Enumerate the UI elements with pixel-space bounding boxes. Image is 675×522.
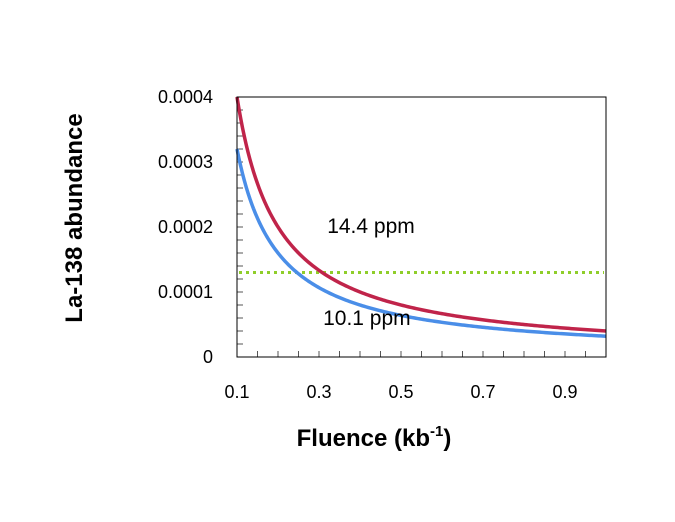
y-tick-label: 0.0002 — [158, 217, 213, 237]
annotations: 14.4 ppm 10.1 ppm — [323, 215, 415, 330]
series-layer — [235, 96, 607, 338]
y-tick-label: 0 — [203, 347, 213, 367]
series-annotation: 14.4 ppm — [327, 215, 415, 238]
x-axis-title-sup: -1 — [430, 423, 443, 440]
series-line-2 — [235, 148, 607, 338]
series-line-1 — [235, 96, 607, 333]
plot-frame — [236, 96, 607, 358]
x-tick-labels: 0.1 0.3 0.5 0.7 0.9 — [224, 382, 577, 402]
x-axis-title: Fluence (kb-1) — [297, 423, 452, 452]
x-tick-label: 0.1 — [224, 382, 249, 402]
x-tick-label: 0.9 — [552, 382, 577, 402]
x-axis-title-tail: ) — [443, 425, 451, 452]
minor-ticks — [237, 109, 586, 357]
y-tick-labels: 0 0.0001 0.0002 0.0003 0.0004 — [158, 87, 213, 367]
x-tick-label: 0.3 — [306, 382, 331, 402]
series-annotation: 10.1 ppm — [323, 307, 411, 330]
y-axis-title: La-138 abundance — [61, 113, 88, 322]
x-tick-label: 0.5 — [388, 382, 413, 402]
y-tick-label: 0.0004 — [158, 87, 213, 107]
y-tick-label: 0.0003 — [158, 152, 213, 172]
x-axis-title-main: Fluence (kb — [297, 425, 430, 452]
y-tick-label: 0.0001 — [158, 282, 213, 302]
x-tick-label: 0.7 — [470, 382, 495, 402]
